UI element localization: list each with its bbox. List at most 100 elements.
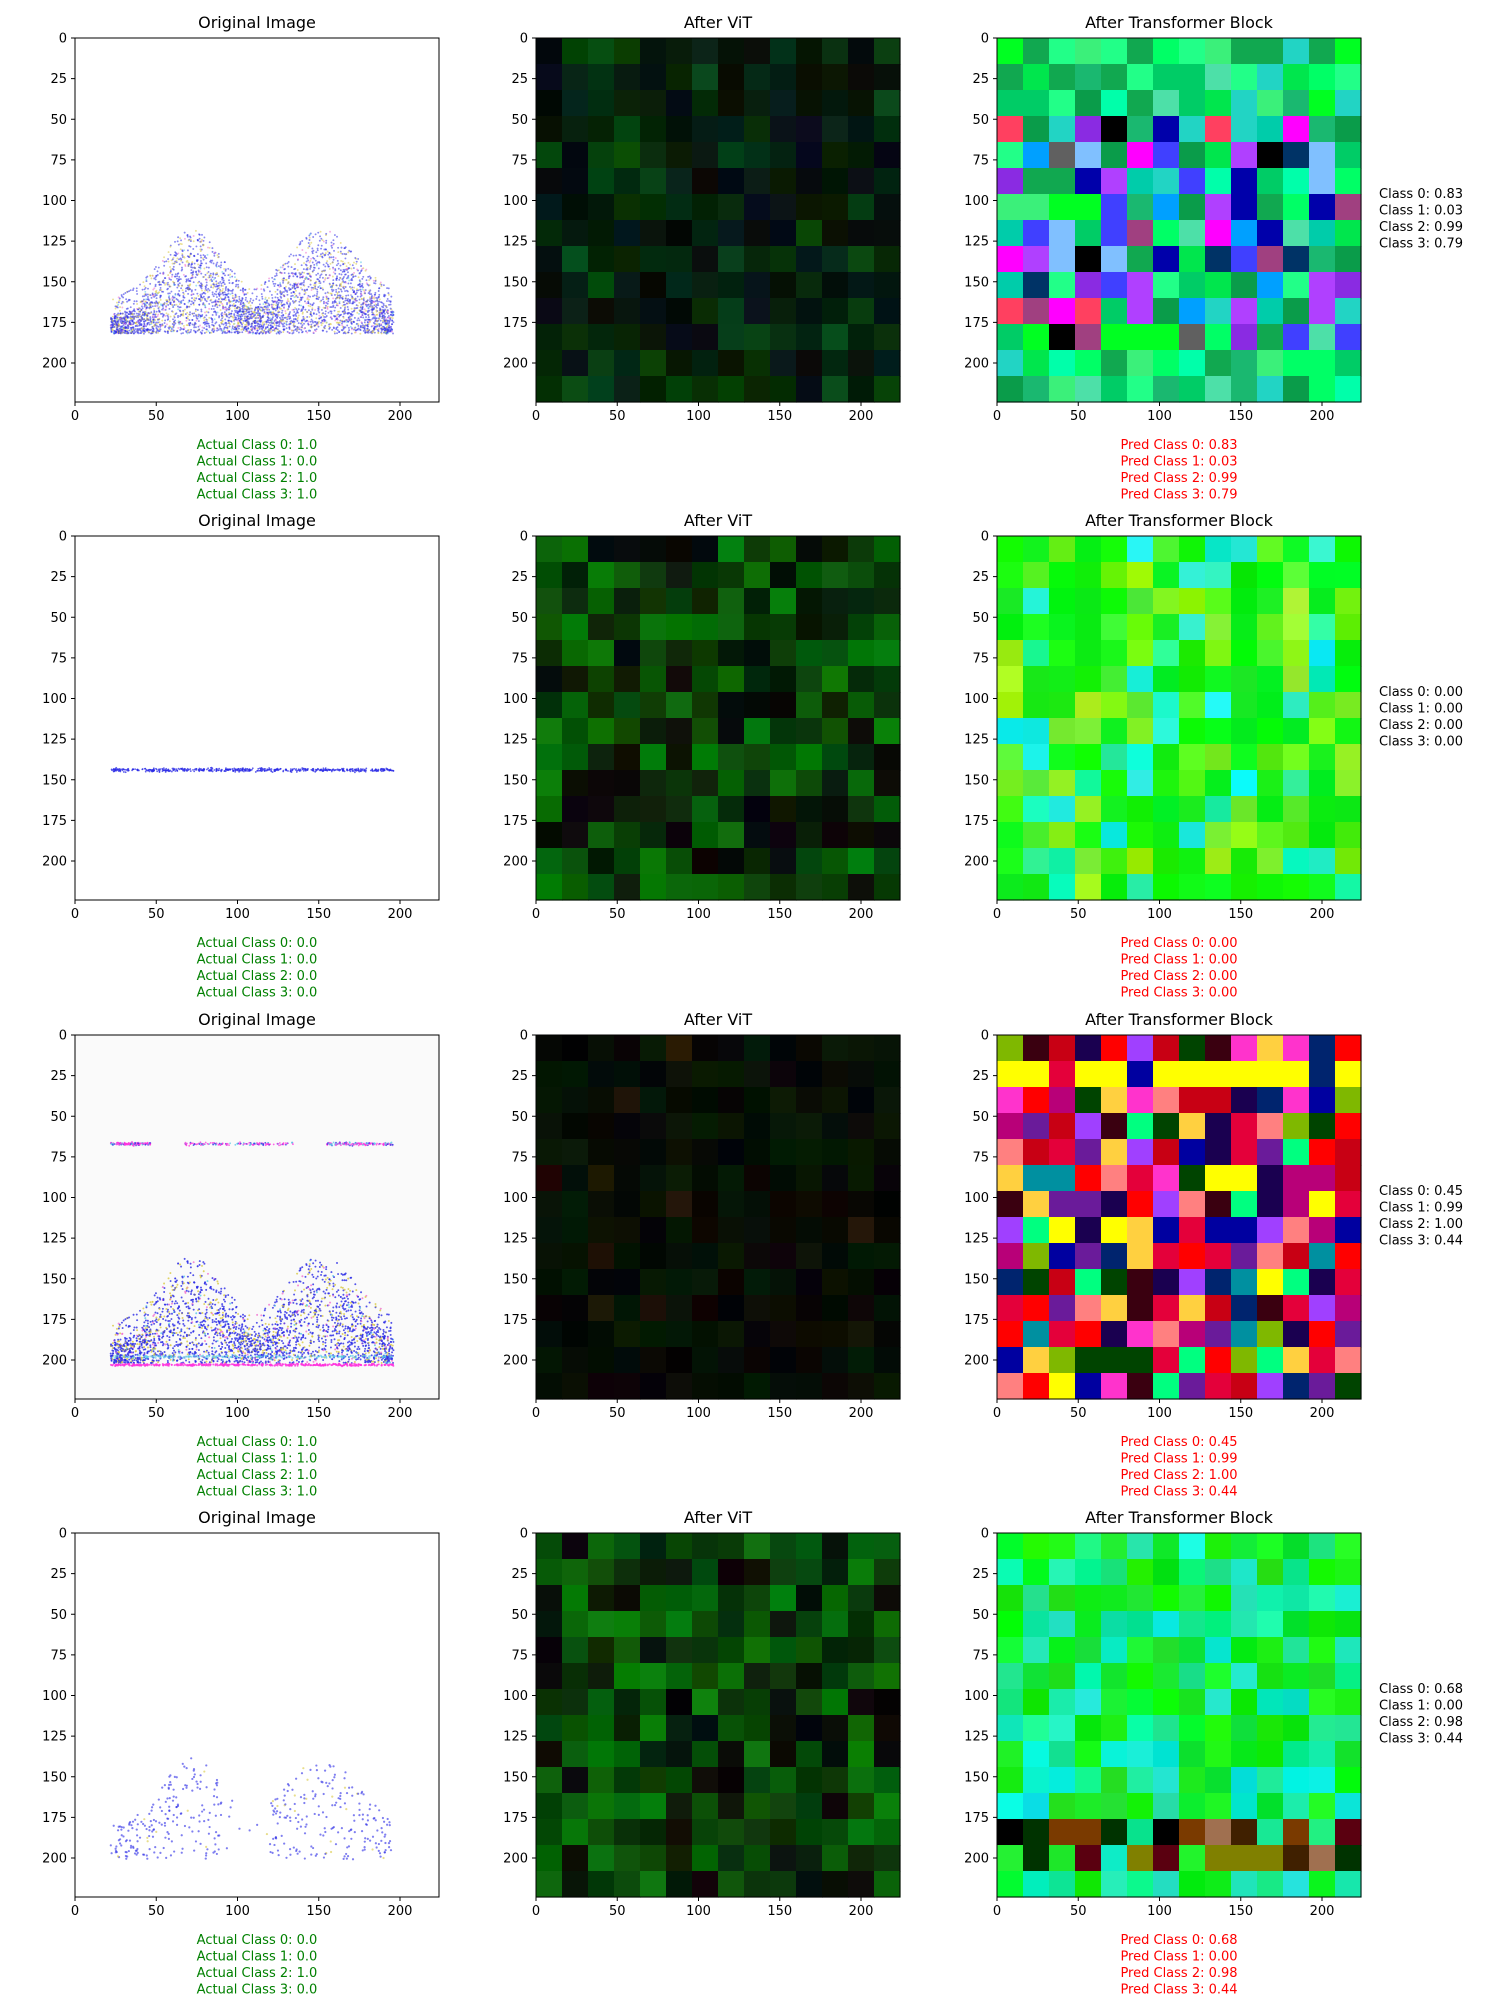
scatter-point: [215, 769, 218, 772]
heatmap-cell: [1231, 38, 1258, 65]
scatter-point: [324, 312, 327, 315]
scatter-point: [143, 285, 146, 288]
scatter-point: [287, 277, 290, 280]
scatter-point: [205, 314, 208, 317]
heatmap-cell: [1153, 116, 1180, 143]
scatter-point: [311, 304, 314, 307]
scatter-point: [349, 282, 352, 285]
scatter-point: [295, 295, 297, 298]
scatter-point: [341, 253, 344, 255]
scatter-point: [175, 312, 178, 315]
scatter-point: [171, 310, 174, 313]
scatter-point: [312, 266, 315, 269]
heatmap-cell: [614, 350, 641, 377]
scatter-point: [111, 317, 114, 320]
scatter-point: [289, 253, 292, 256]
scatter-point: [322, 306, 325, 309]
scatter-point: [363, 327, 366, 330]
scatter-point: [328, 282, 331, 285]
scatter-point: [116, 317, 119, 320]
scatter-point: [337, 287, 340, 290]
scatter-point: [201, 313, 204, 316]
heatmap-cell: [614, 614, 641, 641]
scatter-point: [250, 310, 253, 313]
scatter-point: [323, 248, 326, 251]
scatter-point: [174, 273, 177, 276]
scatter-point: [371, 294, 373, 297]
scatter-point: [172, 268, 175, 271]
scatter-point: [221, 317, 224, 320]
scatter-point: [294, 272, 297, 275]
scatter-point: [228, 321, 230, 324]
scatter-point: [291, 768, 294, 771]
heatmap-cell: [822, 770, 849, 797]
scatter-point: [382, 304, 385, 307]
scatter-point: [174, 240, 176, 243]
scatter-point: [388, 316, 391, 319]
heatmap-cell: [718, 116, 745, 143]
scatter-point: [363, 308, 366, 311]
scatter-point: [303, 262, 306, 265]
scatter-point: [228, 299, 231, 302]
scatter-point: [332, 289, 335, 292]
scatter-point: [255, 312, 258, 314]
scatter-point: [208, 769, 211, 772]
scatter-point: [306, 268, 309, 271]
heatmap-cell: [614, 588, 641, 615]
scatter-point: [391, 330, 394, 333]
scatter-point: [110, 330, 113, 333]
heatmap-cell: [718, 718, 745, 745]
scatter-point: [280, 272, 283, 275]
scatter-point: [201, 233, 203, 236]
scatter-point: [162, 290, 165, 293]
heatmap-cell: [562, 90, 589, 117]
scatter-point: [122, 293, 125, 296]
heatmap-cell: [718, 350, 745, 377]
scatter-point: [176, 769, 179, 772]
scatter-point: [196, 239, 199, 241]
scatter-point: [279, 283, 282, 286]
scatter-point: [175, 259, 178, 262]
scatter-point: [168, 292, 171, 295]
scatter-point: [214, 276, 217, 279]
heatmap-cell: [770, 142, 797, 169]
scatter-point: [309, 283, 312, 286]
scatter-point: [292, 331, 295, 334]
scatter-point: [172, 283, 175, 286]
scatter-point: [209, 274, 212, 277]
scatter-point: [111, 315, 114, 318]
x-tick-label: 200: [849, 409, 874, 424]
scatter-point: [237, 322, 240, 325]
heatmap-cell: [1179, 272, 1206, 299]
scatter-point: [224, 313, 227, 316]
scatter-point: [205, 300, 208, 303]
scatter-point: [317, 267, 320, 270]
scatter-point: [309, 303, 312, 306]
heatmap-cell: [744, 562, 771, 589]
heatmap-cell: [1309, 168, 1336, 195]
scatter-point: [302, 275, 305, 278]
scatter-point: [314, 259, 317, 262]
scatter-point: [289, 315, 291, 318]
scatter-point: [238, 325, 241, 328]
scatter-point: [113, 312, 116, 315]
scatter-point: [256, 287, 259, 290]
heatmap-cell: [1309, 64, 1336, 91]
scatter-point: [333, 332, 336, 335]
scatter-point: [165, 299, 168, 302]
scatter-point: [311, 307, 314, 310]
scatter-point: [322, 298, 324, 301]
scatter-point: [198, 233, 201, 236]
scatter-point: [307, 320, 310, 323]
scatter-point: [133, 321, 135, 324]
scatter-point: [176, 275, 179, 278]
scatter-point: [275, 321, 278, 324]
scatter-point: [372, 331, 375, 334]
scatter-point: [200, 310, 203, 313]
scatter-point: [335, 314, 338, 316]
scatter-point: [267, 768, 270, 771]
heatmap-cell: [1257, 376, 1284, 403]
scatter-point: [337, 310, 339, 313]
scatter-point: [291, 300, 294, 303]
scatter-point: [160, 312, 162, 315]
